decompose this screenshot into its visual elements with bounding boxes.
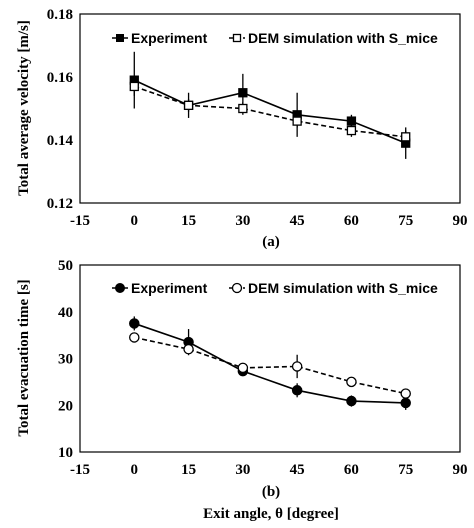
x-tick-labels-b: -15 0 15 30 45 60 75 90 [70,462,468,478]
point-dem [401,132,411,142]
y-tick-label: 10 [58,445,73,461]
y-tick-label: 0.14 [47,133,74,149]
y-tick-label: 20 [58,398,73,414]
legend-label-experiment-a: Experiment [131,30,208,46]
panel-b: 10 20 30 40 50 -15 0 15 30 45 60 75 90 Total evacua… [16,258,468,522]
y-tick-label: 0.18 [47,7,73,23]
x-tick-label: 75 [398,462,413,478]
point-experiment [400,397,411,409]
point-experiment [346,116,357,126]
x-tick-label: 30 [235,213,250,229]
x-tick-label: 75 [398,213,413,229]
point-dem [237,362,249,374]
legend-label-experiment-b: Experiment [131,280,208,296]
legend-marker-dem-b [231,282,243,294]
y-axis-label-a: Total average velocity [m/s] [16,20,32,196]
y-tick-labels-a: 0.12 0.14 0.16 0.18 [47,7,74,212]
point-dem [292,116,302,126]
x-tick-label: 15 [181,213,196,229]
series-line-experiment [133,79,407,144]
x-axis-label-b: Exit angle, θ [degree] [203,506,339,522]
marks-b [129,316,411,410]
point-experiment [346,395,357,407]
plot-frame-a [79,13,461,204]
point-dem [346,125,357,136]
legend-marker-experiment-a [116,34,124,42]
panel-label-a: (a) [262,234,280,250]
x-tick-label: 45 [290,213,305,229]
point-dem [291,361,303,372]
point-dem [346,376,357,388]
series-line-experiment [134,322,406,404]
series-line-dem [134,85,406,138]
y-tick-labels-b: 10 20 30 40 50 [58,258,73,461]
plot-frame-b [79,264,461,453]
panel-label-b: (b) [262,484,280,500]
legend-marker-dem-a [232,33,242,43]
point-experiment [129,318,140,329]
point-dem [400,388,411,399]
series-line-dem [134,336,406,395]
x-tick-label: 60 [344,462,359,478]
point-experiment [291,385,303,396]
y-axis-label-b: Total evacuation time [s] [16,279,32,436]
y-tick-label: 30 [58,352,73,368]
y-tick-label: 40 [58,305,73,321]
legend-a: Experiment DEM simulation with S_mice [112,30,438,46]
legend-label-dem-b: DEM simulation with S_mice [248,280,438,296]
x-tick-label: 90 [453,462,468,478]
x-tick-label: 30 [235,462,250,478]
point-dem [238,103,248,114]
x-tick-label: 15 [181,462,196,478]
x-tick-label: 45 [290,462,305,478]
marks-a [129,51,411,159]
y-tick-label: 0.16 [47,70,74,86]
x-tick-labels-a: -15 0 15 30 45 60 75 90 [70,213,468,229]
x-tick-label: 0 [131,213,139,229]
x-tick-label: 90 [453,213,468,229]
y-tick-label: 50 [58,258,73,274]
legend-b: Experiment DEM simulation with S_mice [112,280,438,296]
legend-label-dem-a: DEM simulation with S_mice [248,30,438,46]
point-dem [183,100,194,110]
panel-a: 0.12 0.14 0.16 0.18 -15 0 15 30 45 60 75 90 Total … [16,7,468,250]
point-experiment [238,88,248,98]
legend-marker-experiment-b [115,283,125,293]
point-dem [129,81,139,92]
x-tick-label: 60 [344,213,359,229]
point-dem [129,332,140,343]
y-tick-label: 0.12 [47,196,73,212]
point-dem [183,343,194,355]
x-tick-label: -15 [70,213,90,229]
x-tick-label: 0 [131,462,139,478]
x-tick-label: -15 [70,462,90,478]
